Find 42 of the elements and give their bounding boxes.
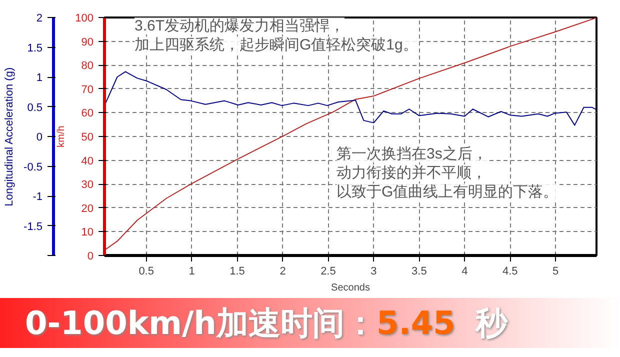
- y2-tick-label: 1: [36, 72, 43, 84]
- x-tick-label: 5: [552, 266, 559, 278]
- y-tick-label: 90: [81, 36, 94, 48]
- y-tick-label: 50: [81, 132, 94, 144]
- annotation: 动力衔接的并不平顺，: [336, 164, 486, 182]
- line-series: [104, 71, 596, 126]
- x-tick-label: 2: [280, 266, 286, 278]
- y-tick-label: 100: [75, 12, 94, 24]
- y2-tick-label: -0.5: [24, 161, 43, 174]
- y-tick-label: 20: [81, 202, 94, 215]
- y2-tick-label: 0: [36, 132, 43, 144]
- text: 秒: [475, 304, 508, 342]
- annotation: 加上四驱系统，起步瞬间G值轻松突破1g。: [134, 36, 418, 54]
- x-tick-label: 0.5: [138, 266, 154, 278]
- y2-tick-label: 1.5: [27, 42, 43, 54]
- annotation: 第一次换挡在3s之后，: [336, 146, 488, 162]
- x-tick-label: 3.5: [412, 266, 427, 278]
- text: 5.45: [376, 304, 456, 342]
- y-tick-label: 80: [81, 60, 94, 72]
- annotation: 3.6T发动机的爆发力相当强悍，: [134, 18, 345, 34]
- y2-tick-label: -1: [32, 191, 42, 203]
- y2-tick-label: 2: [36, 12, 43, 24]
- x-tick-label: 1: [188, 266, 195, 278]
- y2-tick-label: -1.5: [24, 220, 43, 233]
- line-series: [104, 18, 596, 251]
- x-tick-label: 1.5: [230, 266, 245, 278]
- text: 0-100km/h加速时间：: [25, 304, 376, 342]
- y-axis-title: km/h: [56, 126, 68, 148]
- y-tick-label: 40: [81, 155, 94, 168]
- y-tick-label: 70: [81, 84, 94, 96]
- y-tick-label: 60: [81, 108, 94, 120]
- x-tick-label: 3: [370, 266, 377, 278]
- y-tick-label: 30: [81, 179, 94, 192]
- x-axis-title: Seconds: [331, 282, 370, 294]
- y2-axis-title: Longitudinal Acceleration (g): [4, 67, 16, 206]
- x-tick-label: 4.5: [502, 266, 518, 278]
- annotation: 以致于G值曲线上有明显的下落。: [336, 184, 558, 200]
- x-tick-label: 4: [462, 266, 468, 278]
- y-tick-label: 0: [87, 250, 94, 262]
- y-tick-label: 10: [81, 226, 94, 239]
- y2-tick-label: 0.5: [27, 102, 43, 114]
- x-tick-label: 2.5: [320, 266, 336, 278]
